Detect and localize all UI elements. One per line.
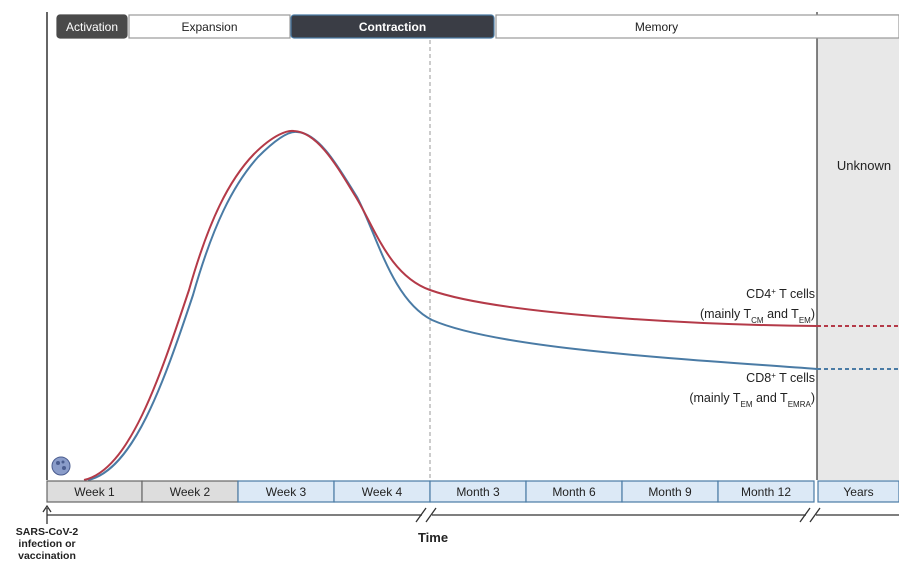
curve-detail: (mainly TCM and TEM): [700, 307, 815, 325]
time-bin-label: Week 3: [266, 485, 307, 499]
curve-detail-part: and T: [764, 307, 800, 321]
origin-label: infection or: [18, 538, 75, 550]
phase-box: [290, 14, 495, 39]
curve-detail-part: ): [811, 307, 815, 321]
time-bin: [717, 480, 815, 503]
time-bin-label: Years: [843, 485, 873, 499]
phase-box: [128, 14, 291, 39]
curve-name: CD8+ T cells: [746, 371, 815, 386]
curve-detail-part: CM: [751, 316, 764, 325]
time-bin-label: Week 1: [74, 485, 115, 499]
origin-arrow: [42, 504, 52, 524]
curve-detail: (mainly TEM and TEMRA): [689, 391, 815, 409]
axis-label: Time: [418, 530, 448, 545]
axis-break: [415, 507, 821, 523]
curve-name-part: +: [771, 371, 776, 380]
cd4-curve: [83, 129, 818, 481]
curve-name: CD4+ T cells: [746, 287, 815, 302]
unknown-label: Unknown: [837, 158, 891, 173]
time-bin-label: Month 6: [552, 485, 596, 499]
curve-name-part: T cells: [776, 371, 815, 385]
phase-box: [495, 14, 899, 39]
curve-name-part: +: [771, 287, 776, 296]
curve-detail-part: EMRA: [788, 400, 812, 409]
time-bin-label: Week 2: [170, 485, 211, 499]
phase-label: Memory: [635, 20, 678, 34]
curve-detail-part: (mainly T: [700, 307, 752, 321]
curve-detail-part: EM: [740, 400, 752, 409]
time-bin-label: Month 3: [456, 485, 500, 499]
time-bin: [817, 480, 899, 503]
curve-detail-part: (mainly T: [689, 391, 741, 405]
curve-name-part: CD8: [746, 371, 771, 385]
curve-name-part: CD4: [746, 287, 771, 301]
time-bin-label: Week 4: [362, 485, 403, 499]
curve-detail-part: and T: [752, 391, 788, 405]
phase-label: Contraction: [359, 20, 426, 34]
origin-label: SARS-CoV-2: [16, 526, 79, 538]
unknown-region: [817, 14, 899, 480]
origin-label: vaccination: [18, 550, 76, 562]
cd8-curve: [87, 130, 818, 481]
curve-detail-part: EM: [799, 316, 811, 325]
phase-label: Activation: [66, 20, 118, 34]
phase-label: Expansion: [181, 20, 237, 34]
virus-icon: [51, 456, 71, 476]
time-bin-label: Month 12: [741, 485, 791, 499]
time-bin-label: Month 9: [648, 485, 692, 499]
phase-box: [56, 14, 128, 39]
curve-detail-part: ): [811, 391, 815, 405]
curve-name-part: T cells: [776, 287, 815, 301]
